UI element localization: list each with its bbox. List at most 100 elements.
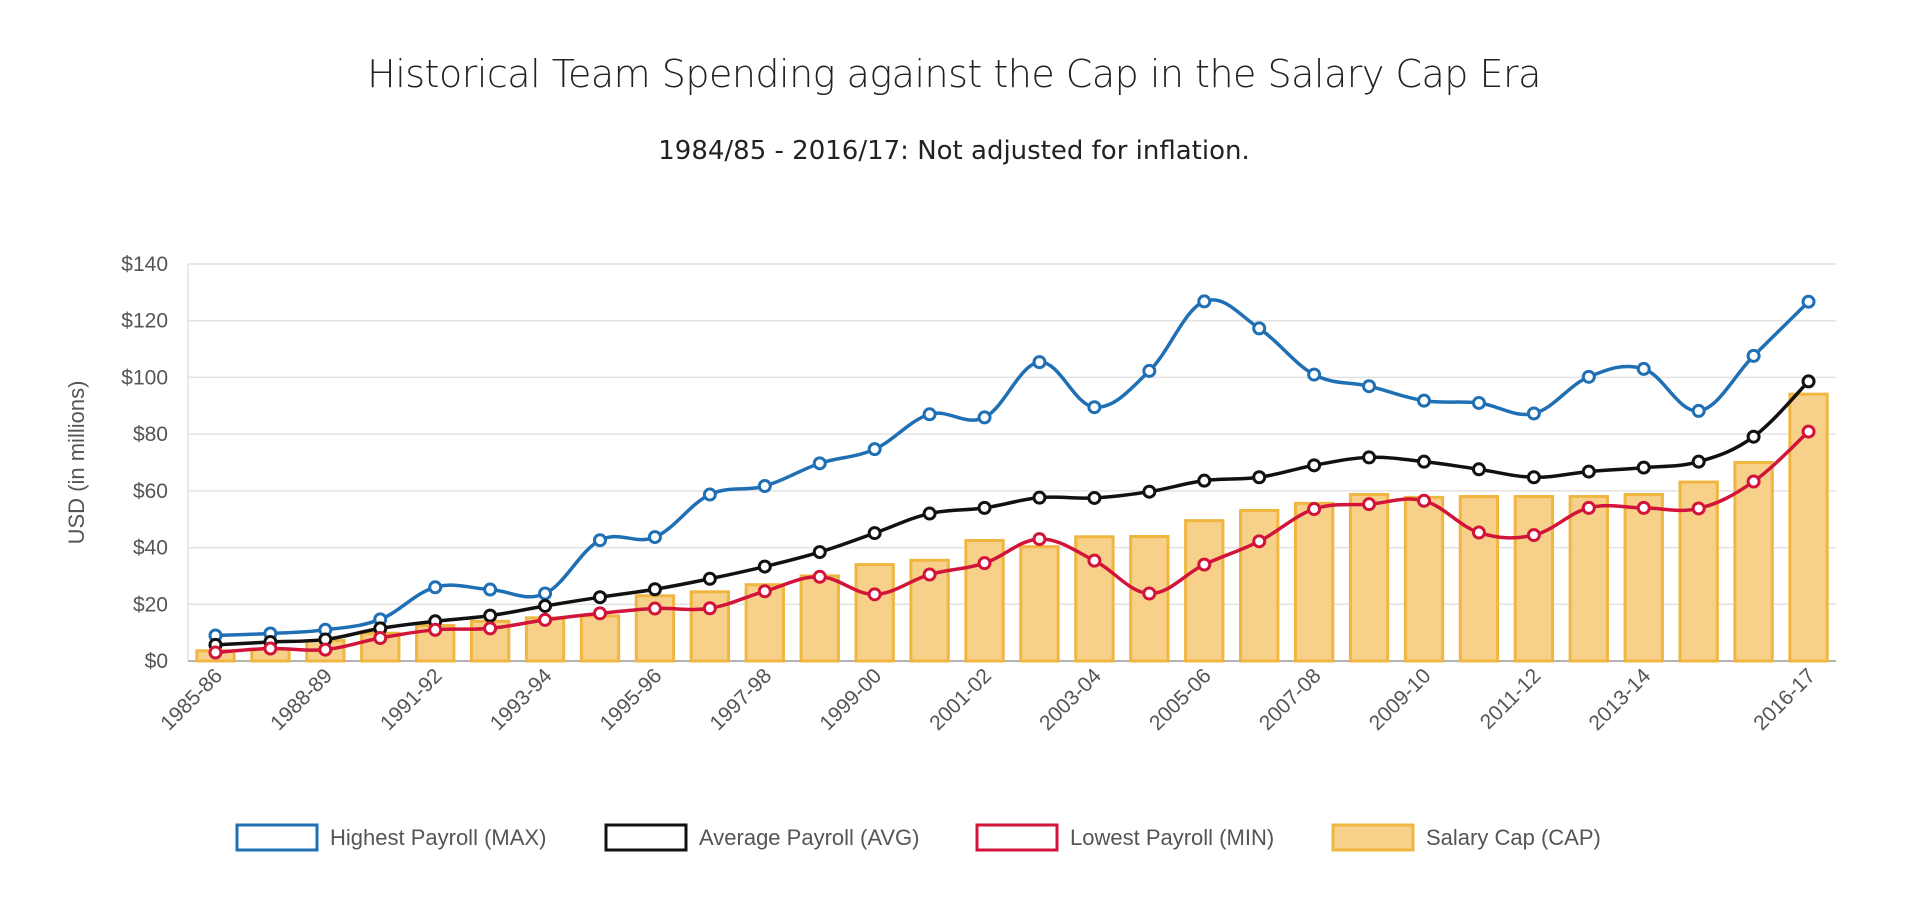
data-point-max — [1362, 379, 1377, 394]
data-point-avg — [1636, 460, 1651, 475]
x-tick-label: 1991-92 — [376, 664, 447, 735]
bar-salary-cap — [799, 574, 840, 663]
data-point-max — [1801, 294, 1816, 309]
y-tick-label: $100 — [121, 366, 168, 389]
legend-swatch-avg — [604, 823, 688, 852]
x-tick-label: 1993-94 — [486, 664, 557, 735]
legend-item-min: Lowest Payroll (MIN) — [975, 823, 1274, 852]
data-point-min — [702, 601, 717, 616]
x-tick-label: 2005-06 — [1145, 664, 1216, 735]
data-point-avg — [977, 500, 992, 515]
bar-salary-cap — [1623, 493, 1664, 663]
data-point-avg — [1032, 490, 1047, 505]
data-point-avg — [538, 598, 553, 613]
data-point-avg — [1417, 454, 1431, 469]
data-point-min — [867, 587, 882, 602]
bar-salary-cap — [579, 614, 621, 663]
data-point-max — [1746, 348, 1761, 363]
x-tick-label: 2007-08 — [1255, 664, 1326, 735]
y-tick-label: $20 — [133, 593, 168, 616]
bar-salary-cap — [1458, 495, 1500, 663]
data-point-min — [208, 645, 223, 660]
data-point-min — [1252, 534, 1267, 549]
data-point-min — [647, 601, 662, 616]
data-point-min — [1417, 493, 1431, 508]
data-point-max — [1691, 403, 1706, 418]
data-point-max — [812, 456, 827, 471]
data-point-min — [318, 642, 333, 657]
bar-salary-cap — [1568, 495, 1609, 663]
data-point-max — [1087, 400, 1102, 415]
x-tick-label: 2016-17 — [1749, 664, 1820, 735]
data-point-avg — [867, 526, 882, 541]
data-point-avg — [1307, 458, 1322, 473]
data-point-min — [757, 584, 772, 599]
data-point-min — [1801, 424, 1816, 439]
data-point-max — [483, 582, 498, 597]
data-point-min — [483, 621, 498, 636]
data-point-avg — [1142, 484, 1157, 499]
bar-salary-cap — [360, 631, 401, 663]
x-tick-label: 1985-86 — [156, 664, 227, 735]
legend-label-max: Highest Payroll (MAX) — [330, 825, 546, 850]
y-tick-label: $80 — [133, 423, 168, 446]
data-point-max — [702, 487, 717, 502]
data-point-avg — [1087, 490, 1102, 505]
legend-swatch-cap — [1331, 823, 1415, 852]
line-series — [208, 294, 1816, 660]
y-tick-label: $0 — [145, 650, 168, 673]
bar-salary-cap — [1733, 461, 1774, 663]
data-point-max — [647, 530, 662, 545]
data-point-min — [1362, 497, 1377, 512]
x-tick-label: 1995-96 — [596, 664, 667, 735]
data-point-avg — [647, 582, 662, 597]
data-point-avg — [1746, 429, 1761, 444]
legend-label-avg: Average Payroll (AVG) — [699, 825, 920, 850]
data-point-avg — [593, 590, 607, 605]
data-point-max — [1252, 321, 1267, 336]
data-point-min — [1691, 501, 1706, 516]
legend: Highest Payroll (MAX) Average Payroll (AV… — [235, 823, 1601, 852]
legend-label-min: Lowest Payroll (MIN) — [1070, 825, 1274, 850]
data-point-min — [1581, 500, 1596, 515]
data-point-min — [593, 606, 607, 621]
data-point-max — [757, 479, 772, 494]
data-point-avg — [1581, 464, 1596, 479]
data-point-min — [1307, 502, 1322, 517]
y-tick-label: $60 — [133, 480, 168, 503]
y-tick-label: $140 — [121, 253, 168, 276]
data-point-min — [1142, 586, 1157, 601]
data-point-max — [428, 580, 443, 595]
legend-item-max: Highest Payroll (MAX) — [235, 823, 546, 852]
legend-swatch-max — [235, 823, 319, 852]
bar-salary-cap — [1019, 545, 1060, 663]
chart-title: Historical Team Spending against the Cap… — [367, 52, 1541, 96]
legend-label-cap: Salary Cap (CAP) — [1426, 825, 1601, 850]
data-point-min — [1197, 557, 1212, 572]
bar-salary-cap — [854, 563, 895, 663]
data-point-max — [1307, 367, 1322, 382]
data-point-max — [867, 442, 882, 457]
x-tick-label: 1997-98 — [706, 664, 777, 735]
legend-swatch-min — [975, 823, 1059, 852]
data-point-max — [977, 410, 992, 425]
data-point-max — [593, 533, 607, 548]
y-tick-label: $40 — [133, 537, 168, 560]
y-axis-label: USD (in millions) — [64, 381, 89, 545]
data-point-avg — [1197, 473, 1212, 488]
bar-salary-cap — [1788, 392, 1829, 663]
data-point-avg — [1526, 470, 1541, 485]
data-point-min — [428, 622, 443, 637]
data-point-min — [373, 631, 388, 646]
data-point-max — [1526, 406, 1541, 421]
data-point-max — [538, 586, 553, 601]
data-point-avg — [702, 571, 717, 586]
data-point-max — [1636, 361, 1651, 376]
data-point-max — [1032, 355, 1047, 370]
bar-salary-cap — [1348, 493, 1390, 663]
data-point-max — [1197, 294, 1212, 309]
x-tick-label: 2011-12 — [1476, 664, 1546, 734]
bar-salary-cap — [909, 558, 950, 663]
data-point-min — [1746, 474, 1761, 489]
data-point-avg — [922, 506, 937, 521]
